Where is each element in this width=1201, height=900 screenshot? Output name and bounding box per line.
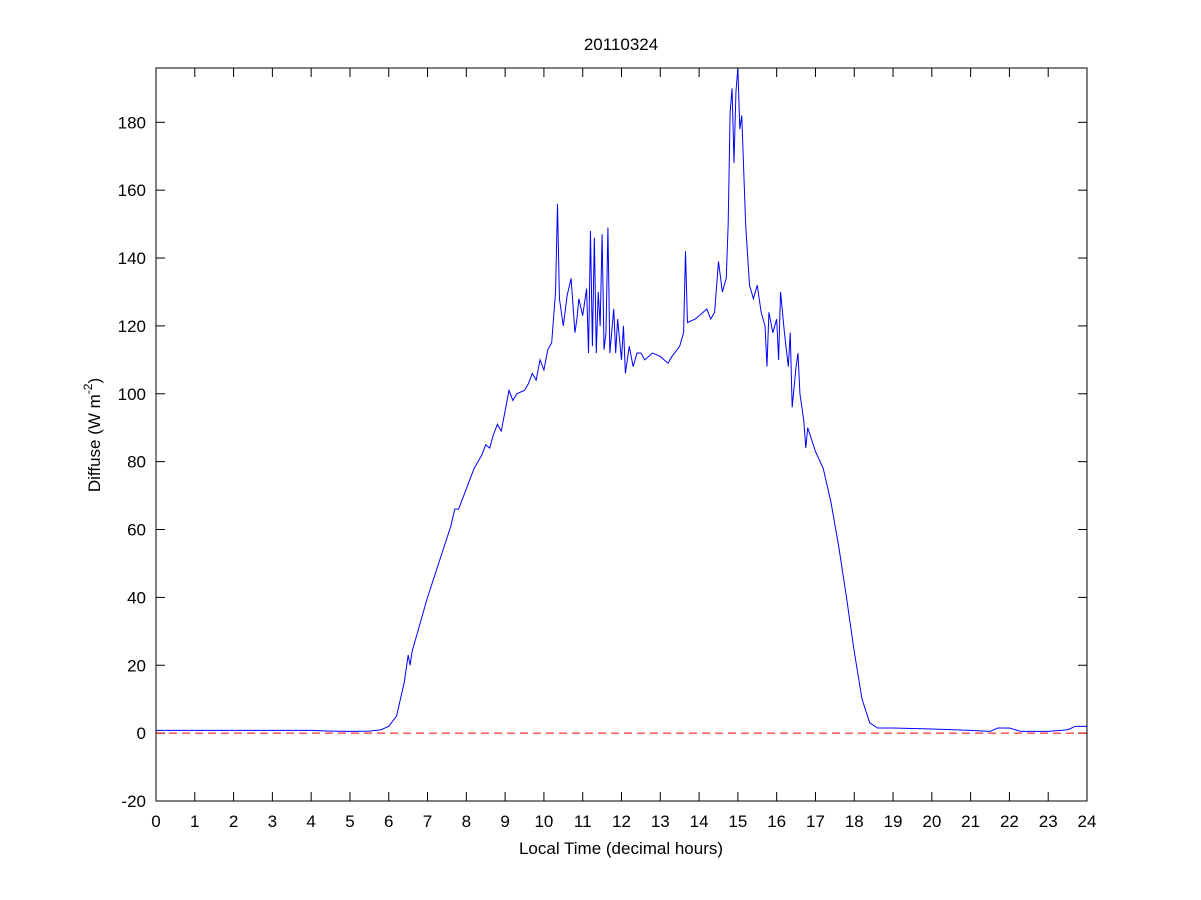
x-tick-label: 21 — [961, 812, 980, 831]
y-axis-label-part: Diffuse (W m — [85, 394, 104, 492]
x-axis-label: Local Time (decimal hours) — [519, 839, 723, 858]
x-tick-label: 2 — [229, 812, 238, 831]
x-tick-label: 9 — [500, 812, 509, 831]
x-tick-label: 23 — [1039, 812, 1058, 831]
x-tick-label: 14 — [690, 812, 709, 831]
x-tick-label: 8 — [462, 812, 471, 831]
data-line — [156, 67, 1087, 732]
x-tick-label: 0 — [151, 812, 160, 831]
y-tick-label: 60 — [127, 521, 146, 540]
x-tick-label: 4 — [306, 812, 315, 831]
y-axis-label-sup: -2 — [81, 383, 95, 394]
y-tick-label: 0 — [137, 724, 146, 743]
x-tick-label: 22 — [1000, 812, 1019, 831]
y-axis-label-part: ) — [85, 378, 104, 384]
x-tick-label: 6 — [384, 812, 393, 831]
y-tick-label: 180 — [118, 113, 146, 132]
x-tick-label: 11 — [574, 812, 592, 831]
x-tick-label: 17 — [806, 812, 825, 831]
x-tick-label: 12 — [612, 812, 631, 831]
y-tick-label: 140 — [118, 249, 146, 268]
x-tick-label: 16 — [767, 812, 786, 831]
x-tick-label: 3 — [268, 812, 277, 831]
y-tick-label: 100 — [118, 385, 146, 404]
y-tick-label: 160 — [118, 181, 146, 200]
x-tick-label: 20 — [922, 812, 941, 831]
x-tick-label: 15 — [728, 812, 747, 831]
y-axis-label: Diffuse (W m-2) — [81, 378, 104, 492]
x-tick-label: 18 — [845, 812, 864, 831]
x-tick-label: 19 — [884, 812, 903, 831]
x-tick-label: 5 — [345, 812, 354, 831]
y-tick-label: 80 — [127, 453, 146, 472]
y-tick-label: -20 — [121, 792, 146, 811]
x-tick-label: 24 — [1078, 812, 1097, 831]
y-tick-label: 120 — [118, 317, 146, 336]
x-tick-label: 7 — [423, 812, 432, 831]
plot-frame — [155, 67, 1088, 802]
chart-title: 20110324 — [584, 35, 658, 54]
y-tick-label: 20 — [127, 656, 146, 675]
x-tick-label: 10 — [534, 812, 553, 831]
y-tick-label: 40 — [127, 588, 146, 607]
x-tick-label: 1 — [190, 812, 199, 831]
x-tick-label: 13 — [651, 812, 670, 831]
